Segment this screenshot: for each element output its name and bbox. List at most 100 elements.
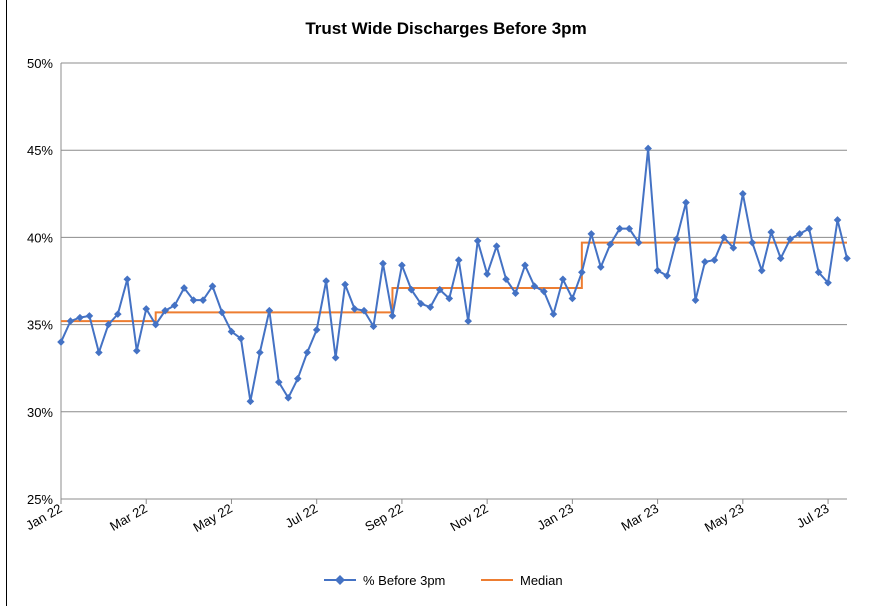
data-point-before-3pm — [454, 256, 463, 264]
data-point-before-3pm — [596, 263, 605, 271]
data-point-before-3pm — [104, 320, 113, 329]
data-point-before-3pm — [843, 254, 851, 263]
y-tick-label: 25% — [27, 492, 53, 507]
data-point-before-3pm — [312, 326, 321, 334]
data-point-before-3pm — [672, 235, 681, 243]
data-point-before-3pm — [57, 338, 65, 346]
data-point-before-3pm — [691, 296, 700, 304]
series-layer — [57, 144, 851, 406]
x-tick-label: May 22 — [191, 501, 235, 535]
data-point-before-3pm — [398, 261, 406, 270]
data-point-before-3pm — [739, 190, 747, 198]
data-point-before-3pm — [663, 271, 671, 280]
data-point-before-3pm — [189, 296, 198, 304]
data-point-before-3pm — [757, 266, 766, 275]
data-point-before-3pm — [473, 237, 482, 245]
data-point-before-3pm — [142, 305, 151, 313]
data-point-before-3pm — [303, 348, 312, 357]
chart-frame — [6, 0, 890, 606]
data-point-before-3pm — [76, 313, 84, 322]
data-point-before-3pm — [199, 296, 207, 304]
data-point-before-3pm — [435, 285, 444, 294]
data-point-before-3pm — [417, 299, 425, 308]
x-tick-label: Jan 23 — [535, 501, 576, 534]
axes: 25%30%35%40%45%50%Jan 22 Mar 22 May 22 Jul … — [23, 56, 847, 535]
series-line-median — [61, 241, 847, 323]
data-point-before-3pm — [293, 374, 302, 383]
data-point-before-3pm — [606, 240, 615, 249]
data-point-before-3pm — [85, 312, 94, 320]
data-point-before-3pm — [360, 306, 368, 315]
data-point-before-3pm — [511, 289, 520, 298]
data-point-before-3pm — [615, 224, 624, 233]
data-point-before-3pm — [369, 322, 378, 331]
legend-marker-before-3pm — [335, 575, 345, 585]
data-point-before-3pm — [464, 317, 473, 325]
legend: % Before 3pm Median — [324, 573, 563, 588]
x-tick-label: Jul 23 — [794, 501, 832, 531]
data-point-before-3pm — [237, 334, 245, 343]
data-point-before-3pm — [227, 327, 236, 336]
data-point-before-3pm — [341, 280, 349, 289]
data-point-before-3pm — [530, 282, 539, 291]
series-line-before-3pm — [60, 148, 848, 402]
data-point-before-3pm — [426, 303, 435, 311]
data-point-before-3pm — [824, 278, 832, 287]
x-tick-label: Mar 23 — [619, 501, 662, 534]
data-point-before-3pm — [634, 238, 643, 247]
data-point-before-3pm — [379, 259, 387, 268]
y-tick-label: 30% — [27, 405, 53, 420]
data-point-before-3pm — [407, 285, 416, 294]
x-tick-label: Nov 22 — [447, 501, 490, 535]
y-tick-label: 45% — [27, 143, 53, 158]
data-point-before-3pm — [701, 258, 709, 266]
data-point-before-3pm — [331, 353, 340, 362]
chart-title: Trust Wide Discharges Before 3pm — [305, 19, 586, 38]
data-point-before-3pm — [492, 242, 501, 250]
data-point-before-3pm — [275, 378, 283, 386]
data-point-before-3pm — [748, 238, 757, 247]
data-point-before-3pm — [256, 348, 264, 357]
data-point-before-3pm — [95, 348, 103, 357]
x-tick-label: Jul 22 — [283, 501, 321, 531]
y-tick-label: 40% — [27, 230, 53, 245]
y-tick-label: 50% — [27, 56, 53, 71]
data-point-before-3pm — [644, 144, 652, 153]
data-point-before-3pm — [587, 230, 596, 238]
data-point-before-3pm — [720, 233, 728, 242]
data-point-before-3pm — [132, 346, 141, 355]
legend-label-median: Median — [520, 573, 563, 588]
data-point-before-3pm — [521, 261, 529, 270]
data-point-before-3pm — [123, 275, 132, 284]
data-point-before-3pm — [161, 306, 169, 315]
data-point-before-3pm — [710, 256, 719, 264]
data-point-before-3pm — [767, 228, 776, 236]
data-point-before-3pm — [66, 317, 75, 325]
data-point-before-3pm — [502, 275, 510, 284]
data-point-before-3pm — [265, 306, 274, 315]
data-point-before-3pm — [322, 277, 330, 285]
legend-label-before-3pm: % Before 3pm — [363, 573, 445, 588]
data-point-before-3pm — [625, 224, 633, 233]
x-tick-label: May 23 — [702, 501, 746, 535]
data-point-before-3pm — [445, 294, 454, 303]
data-point-before-3pm — [350, 305, 359, 313]
data-point-before-3pm — [814, 268, 823, 277]
gridlines — [61, 62, 847, 413]
y-tick-label: 35% — [27, 318, 53, 333]
data-point-before-3pm — [776, 254, 785, 263]
data-point-before-3pm — [246, 397, 255, 406]
data-point-before-3pm — [151, 320, 160, 329]
data-point-before-3pm — [682, 198, 690, 207]
data-point-before-3pm — [180, 284, 188, 292]
data-point-before-3pm — [388, 312, 397, 320]
legend-item-before-3pm: % Before 3pm — [324, 573, 445, 588]
data-point-before-3pm — [559, 275, 567, 284]
data-point-before-3pm — [549, 310, 558, 318]
data-point-before-3pm — [805, 224, 813, 233]
data-point-before-3pm — [729, 244, 738, 252]
data-point-before-3pm — [653, 266, 662, 275]
data-point-before-3pm — [208, 282, 217, 291]
x-tick-label: Mar 22 — [107, 501, 150, 534]
